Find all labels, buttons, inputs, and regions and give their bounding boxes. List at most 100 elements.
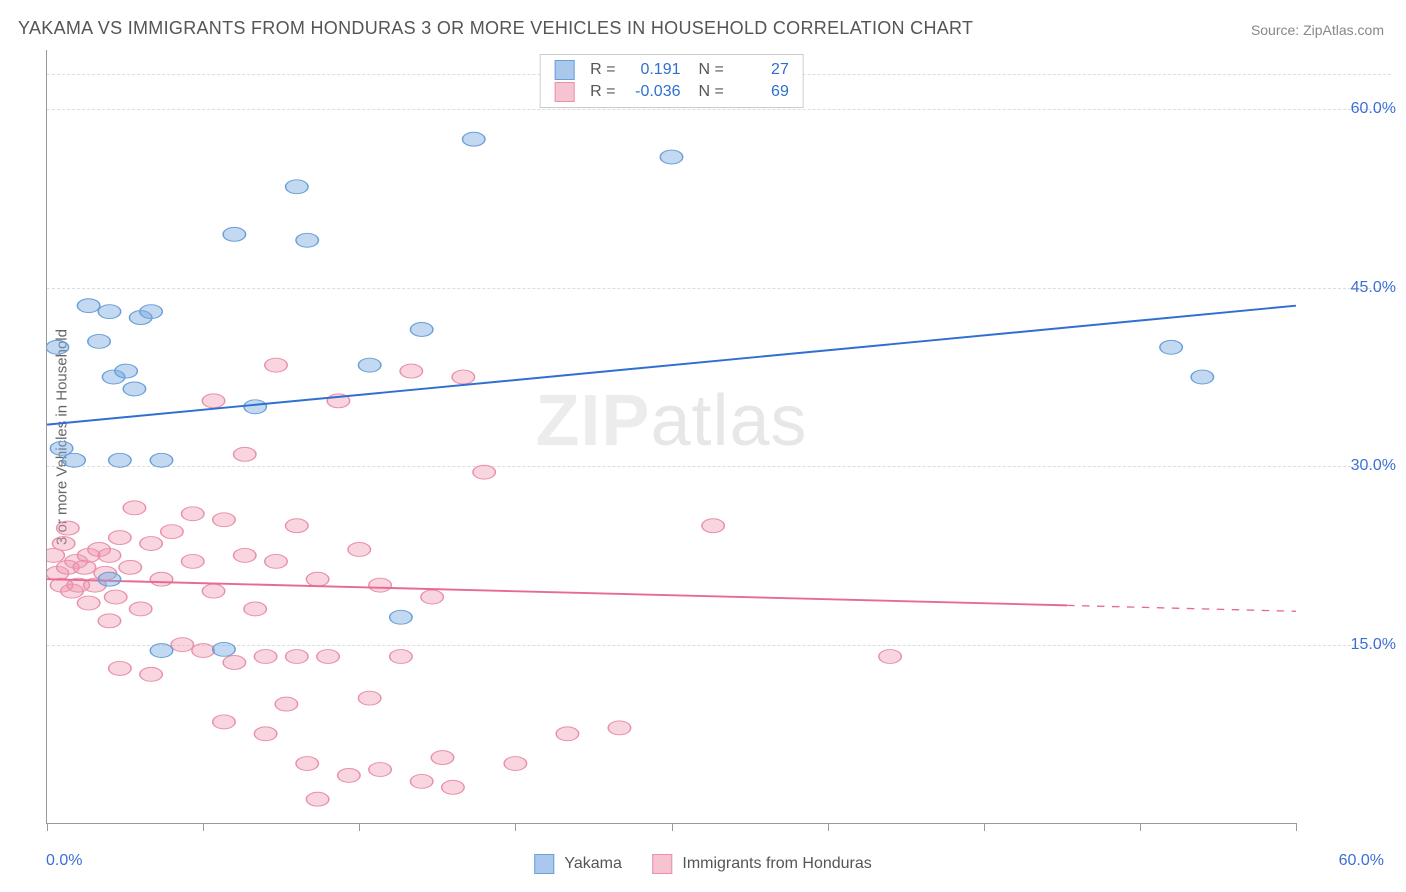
scatter-point (123, 382, 145, 396)
scatter-point (104, 590, 126, 604)
stats-n-value-honduras: 69 (734, 83, 789, 101)
y-tick-label: 30.0% (1306, 457, 1396, 475)
x-tick (515, 823, 516, 831)
legend-label-yakama: Yakama (564, 855, 622, 872)
scatter-point (254, 650, 276, 664)
scatter-point (463, 132, 485, 146)
scatter-point (77, 299, 99, 313)
scatter-point (98, 548, 120, 562)
scatter-point (1160, 340, 1182, 354)
scatter-point (109, 531, 131, 545)
swatch-yakama-icon (534, 854, 554, 874)
scatter-point (202, 584, 224, 598)
scatter-point (88, 334, 110, 348)
scatter-point (286, 519, 308, 533)
scatter-point (431, 751, 453, 765)
x-tick (47, 823, 48, 831)
scatter-point (348, 543, 370, 557)
x-axis-max-label: 60.0% (1339, 852, 1384, 870)
x-tick (984, 823, 985, 831)
x-tick (203, 823, 204, 831)
source-attribution: Source: ZipAtlas.com (1251, 22, 1384, 38)
scatter-point (244, 602, 266, 616)
x-tick (828, 823, 829, 831)
scatter-point (390, 610, 412, 624)
scatter-point (202, 394, 224, 408)
scatter-point (275, 697, 297, 711)
swatch-yakama-icon (554, 60, 574, 80)
scatter-point (213, 513, 235, 527)
scatter-point (98, 305, 120, 319)
scatter-point (879, 650, 901, 664)
y-tick-label: 15.0% (1306, 636, 1396, 654)
scatter-point (171, 638, 193, 652)
scatter-point (181, 507, 203, 521)
legend-item-yakama: Yakama (534, 854, 622, 874)
scatter-point (358, 691, 380, 705)
scatter-point (410, 774, 432, 788)
x-tick (672, 823, 673, 831)
scatter-point (223, 227, 245, 241)
chart-svg (47, 50, 1296, 823)
stats-row-honduras: R = -0.036 N = 69 (554, 81, 789, 103)
scatter-point (296, 233, 318, 247)
scatter-point (244, 400, 266, 414)
scatter-point (702, 519, 724, 533)
plot-container: 3 or more Vehicles in Household ZIPatlas… (46, 50, 1296, 824)
scatter-point (77, 596, 99, 610)
scatter-point (123, 501, 145, 515)
scatter-point (98, 572, 120, 586)
plot-area: ZIPatlas R = 0.191 N = 27 R = -0.036 N =… (46, 50, 1296, 824)
scatter-point (150, 572, 172, 586)
scatter-point (234, 447, 256, 461)
scatter-point (57, 521, 79, 535)
scatter-point (608, 721, 630, 735)
scatter-point (286, 650, 308, 664)
x-tick (1140, 823, 1141, 831)
scatter-point (140, 537, 162, 551)
scatter-point (504, 757, 526, 771)
scatter-point (181, 554, 203, 568)
chart-title: YAKAMA VS IMMIGRANTS FROM HONDURAS 3 OR … (18, 18, 973, 39)
scatter-point (306, 572, 328, 586)
scatter-point (473, 465, 495, 479)
scatter-point (254, 727, 276, 741)
scatter-point (369, 578, 391, 592)
stats-r-value-yakama: 0.191 (626, 61, 681, 79)
trend-line-extrapolated (1067, 605, 1296, 611)
scatter-point (1191, 370, 1213, 384)
scatter-point (400, 364, 422, 378)
scatter-point (109, 453, 131, 467)
scatter-point (410, 323, 432, 337)
scatter-point (556, 727, 578, 741)
swatch-honduras-icon (554, 82, 574, 102)
stats-row-yakama: R = 0.191 N = 27 (554, 59, 789, 81)
scatter-point (150, 453, 172, 467)
legend-item-honduras: Immigrants from Honduras (652, 854, 872, 874)
scatter-point (358, 358, 380, 372)
scatter-point (115, 364, 137, 378)
stats-legend: R = 0.191 N = 27 R = -0.036 N = 69 (539, 54, 804, 108)
scatter-point (390, 650, 412, 664)
stats-n-label: N = (699, 83, 724, 101)
scatter-point (213, 642, 235, 656)
scatter-point (234, 548, 256, 562)
scatter-point (140, 667, 162, 681)
stats-r-label: R = (590, 83, 615, 101)
scatter-point (47, 340, 69, 354)
scatter-point (421, 590, 443, 604)
scatter-point (369, 763, 391, 777)
scatter-point (129, 602, 151, 616)
trend-line (47, 306, 1296, 425)
scatter-point (442, 780, 464, 794)
scatter-point (119, 560, 141, 574)
scatter-point (192, 644, 214, 658)
x-axis-min-label: 0.0% (46, 852, 82, 870)
scatter-point (338, 768, 360, 782)
scatter-point (452, 370, 474, 384)
stats-r-value-honduras: -0.036 (626, 83, 681, 101)
bottom-legend: Yakama Immigrants from Honduras (534, 854, 872, 874)
swatch-honduras-icon (652, 854, 672, 874)
x-tick (359, 823, 360, 831)
scatter-point (660, 150, 682, 164)
